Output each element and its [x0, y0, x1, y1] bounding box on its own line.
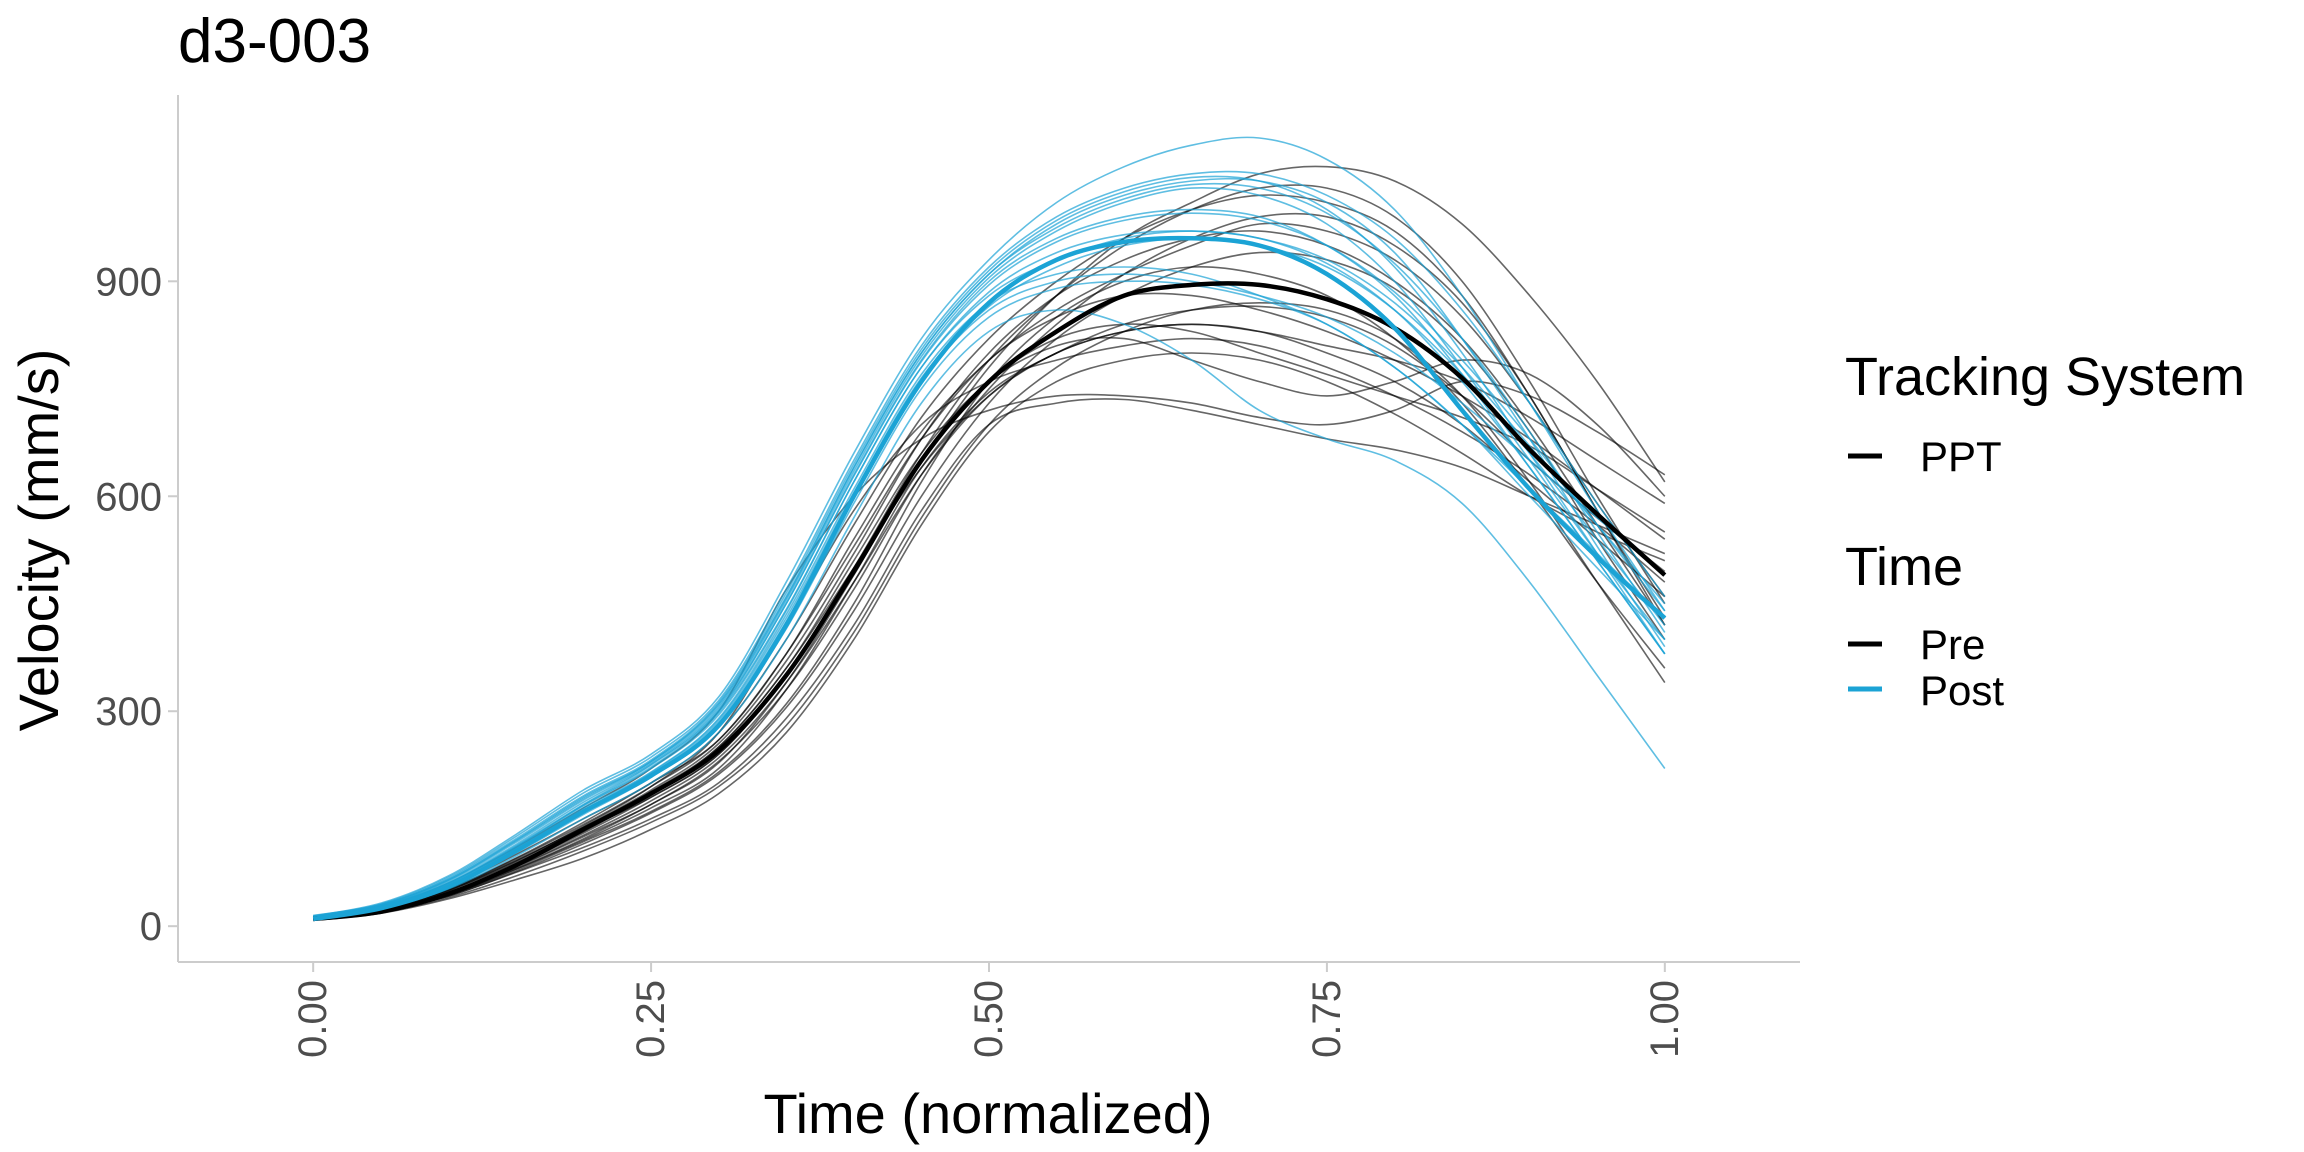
trial-line-post	[313, 230, 1666, 920]
trial-line-post	[313, 175, 1666, 919]
legend-label-ppt: PPT	[1920, 433, 2002, 480]
trial-line-pre	[313, 222, 1666, 920]
trial-line-post	[313, 230, 1666, 920]
legend-title-time: Time	[1845, 537, 1963, 597]
x-tick-label: 0.25	[629, 980, 673, 1058]
trial-line-pre	[313, 165, 1666, 920]
legend-label-pre: Pre	[1920, 621, 1985, 668]
trial-line-post	[313, 170, 1666, 917]
trial-line-pre	[313, 305, 1666, 919]
x-axis-title: Time (normalized)	[763, 1082, 1212, 1145]
y-axis-ticks: 0 300 600 900	[95, 260, 178, 949]
trial-line-post	[313, 237, 1666, 920]
x-tick-label: 0.75	[1305, 980, 1349, 1058]
trial-line-pre	[313, 265, 1666, 920]
y-tick-label: 600	[95, 475, 162, 519]
trial-line-post	[313, 136, 1666, 917]
trial-line-post	[313, 266, 1666, 920]
legend-label-post: Post	[1920, 667, 2004, 714]
trial-line-pre	[313, 230, 1666, 919]
trial-line-pre	[313, 251, 1666, 921]
trial-line-pre	[313, 292, 1666, 919]
mean-line-pre	[312, 281, 1667, 922]
trial-line-pre	[313, 352, 1666, 922]
y-tick-label: 900	[95, 260, 162, 304]
y-tick-label: 0	[140, 905, 162, 949]
trial-line-pre	[313, 398, 1666, 921]
trial-line-pre	[313, 212, 1666, 920]
legend-title-tracking-system: Tracking System	[1845, 347, 2245, 407]
series-lines	[312, 136, 1667, 922]
trial-line-post	[313, 187, 1666, 918]
x-tick-label: 0.50	[967, 980, 1011, 1058]
x-axis-ticks: 0.00 0.25 0.50 0.75 1.00	[291, 962, 1687, 1058]
trial-line-pre	[313, 323, 1666, 920]
trial-line-post	[313, 182, 1666, 919]
trial-line-post	[313, 208, 1666, 919]
trial-line-post	[313, 177, 1666, 917]
mean-line-post	[312, 235, 1667, 922]
trial-line-post	[313, 280, 1666, 920]
x-tick-label: 0.00	[291, 980, 335, 1058]
legend: Tracking System PPT Time Pre Post	[1845, 347, 2245, 714]
y-axis-title: Velocity (mm/s)	[7, 349, 70, 732]
trial-line-post	[313, 273, 1666, 920]
x-tick-label: 1.00	[1643, 980, 1687, 1058]
trial-line-post	[313, 309, 1666, 921]
y-tick-label: 300	[95, 690, 162, 734]
chart-title: d3-003	[178, 7, 371, 76]
trial-line-post	[313, 212, 1666, 918]
